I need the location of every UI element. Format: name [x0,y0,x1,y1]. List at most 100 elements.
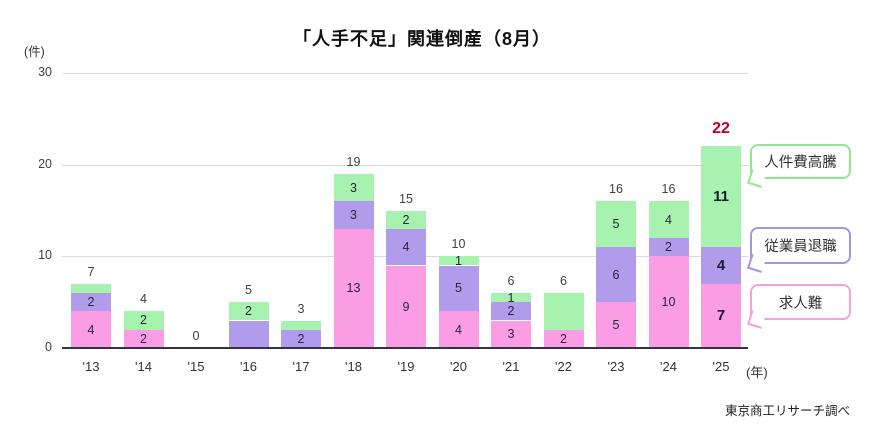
x-axis-unit-label: (年) [746,365,768,380]
bar-total-label: 6 [507,274,515,288]
bar-segment: 4 [701,247,741,284]
bar-segment: 2 [71,293,111,312]
bar-segment-label: 2 [245,304,252,319]
bar-segment-label: 3 [350,180,357,195]
bar-total-label: 16 [609,182,623,197]
bar-segment: 9 [386,265,426,348]
bar-segment: 2 [228,302,269,321]
y-tick-label: 30 [38,65,52,79]
bar-segment: 11 [701,146,741,248]
bar-segment: 6 [596,247,636,303]
bar-segment-label: 10 [661,295,676,310]
legend-callout-tail [747,254,766,273]
chart-title: 「人手不足」関連倒産（8月） [292,29,551,49]
bar-segment: 4 [386,228,426,266]
y-tick-label: 20 [38,156,52,171]
x-tick-label: '14 [135,359,152,374]
x-tick-label: '21 [502,359,520,374]
x-tick-label: '13 [82,359,100,374]
bar-segment: 3 [491,320,531,348]
bar-segment-label: 4 [455,322,462,337]
bar-segment-label: 11 [713,188,729,206]
x-tick-label: '22 [555,359,572,374]
legend-callout-label: 従業員退職 [764,239,837,255]
bar-total-label: 6 [560,274,567,288]
bar-segment-label: 4 [716,256,726,274]
bar-segment: 2 [648,238,689,257]
legend-callout-1: 人件費高騰 [747,144,851,188]
legend-callout-3: 求人難 [747,284,851,329]
bar-segment [71,283,111,293]
bar-segment-label: 2 [297,331,305,346]
bar-total-label: 0 [192,329,200,343]
x-tick-label: '20 [450,359,467,374]
bar-segment: 13 [333,228,374,348]
x-tick-label: '19 [397,359,415,374]
x-tick-label: '15 [187,359,205,374]
bar-total-label: 3 [297,301,305,316]
x-tick-label: '18 [345,359,362,374]
source-note: 東京商工リサーチ調べ [724,404,850,418]
bar-segment-label: 2 [507,304,515,319]
gridline-y-30 [62,73,748,74]
bar-segment: 3 [333,201,374,229]
legend-callout-tail [747,169,766,188]
bar-segment: 3 [333,173,374,202]
bar-segment: 5 [438,265,479,312]
bar-segment: 2 [123,329,164,348]
legend-callout-label: 人件費高騰 [764,155,837,171]
legend-callout-tail [747,310,766,329]
bar-segment-label: 9 [402,299,410,314]
bar-total-label: 10 [451,237,466,252]
bar-segment-label: 5 [612,217,620,232]
bar-total-label: 15 [399,191,413,206]
bar-total-label: 4 [140,292,147,307]
x-tick-label: '25 [712,359,730,374]
bar-segment-label: 5 [455,281,462,296]
bar-segment: 2 [491,302,531,321]
bar-segment-label: 2 [560,331,567,346]
bar-total-label: 7 [87,264,95,279]
legend-callout-2: 従業員退職 [747,227,851,273]
bar-segment-label: 7 [716,307,726,325]
bar-segment-label: 6 [612,267,620,282]
x-tick-label: '24 [660,359,677,374]
bar-total-label: 22 [712,120,730,138]
bar-segment-label: 3 [350,208,357,223]
bar-segment-label: 1 [455,253,462,268]
bar-segment: 7 [701,283,741,348]
bar-total-label: 16 [661,182,676,197]
y-tick-label: 0 [45,340,52,354]
bar-segment-label: 3 [507,327,515,342]
bar-segment: 4 [71,311,111,348]
bar-segment [228,320,269,348]
bar-segment: 2 [281,329,321,348]
bar-segment-label: 2 [402,212,410,227]
bar-segment-label: 5 [612,318,620,333]
bar-total-label: 5 [245,283,252,298]
bar-segment: 5 [596,201,636,248]
gridline-y-20 [62,164,748,166]
y-tick-label: 10 [38,248,52,263]
bar-segment [543,293,584,330]
bar-segment-label: 2 [665,240,672,255]
bar-segment: 5 [596,302,636,348]
bar-segment-label: 2 [140,331,147,346]
bar-segment: 4 [648,201,689,238]
bar-segment-label: 4 [87,322,95,337]
bar-segment-label: 4 [665,212,672,227]
bar-segment: 1 [438,253,479,268]
bar-segment-label: 13 [346,281,361,296]
bar-segment: 1 [491,290,531,305]
bar-total-label: 19 [346,154,361,169]
bar-segment [281,320,321,330]
bar-segment-label: 2 [140,313,147,328]
x-tick-label: '23 [607,359,625,374]
bar-segment-label: 2 [87,295,95,310]
x-tick-label: '16 [240,359,257,374]
y-axis-unit-label: (件) [24,45,45,59]
bar-segment-label: 1 [507,290,515,305]
bar-segment-label: 4 [402,240,410,255]
x-tick-label: '17 [292,359,310,374]
